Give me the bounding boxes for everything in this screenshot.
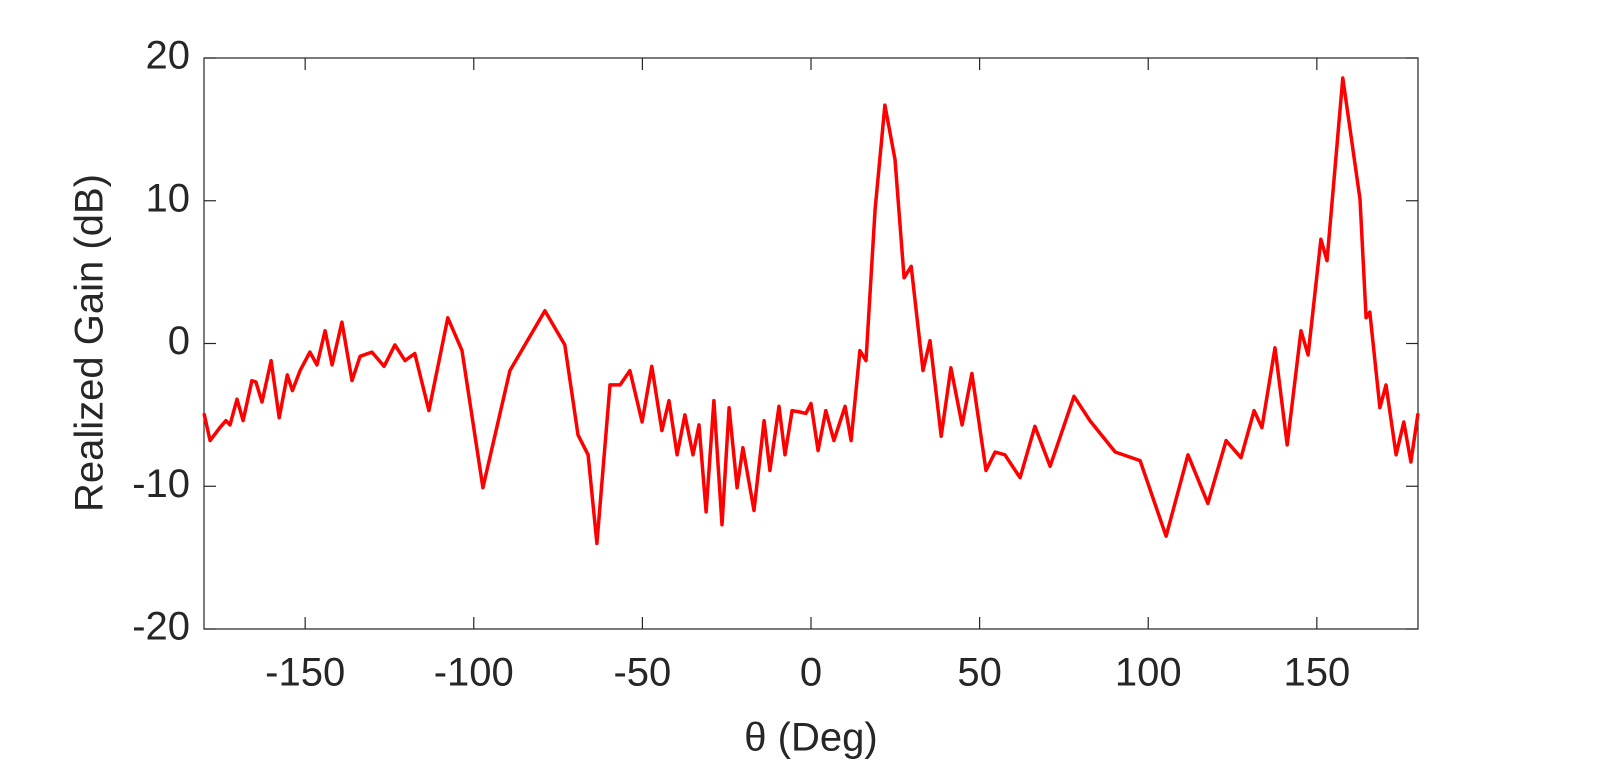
- x-tick-label: -100: [434, 651, 514, 695]
- y-tick-label: -20: [132, 605, 190, 649]
- y-tick-label: 20: [146, 34, 191, 78]
- x-tick-label: 100: [1115, 651, 1182, 695]
- x-tick-label: 50: [957, 651, 1002, 695]
- x-tick-label: 0: [800, 651, 822, 695]
- x-tick-label: -150: [265, 651, 345, 695]
- x-axis-label: θ (Deg): [744, 716, 877, 760]
- plot-frame: [203, 57, 1419, 630]
- y-tick-label: -10: [132, 462, 190, 506]
- y-axis-label: Realized Gain (dB): [68, 174, 112, 512]
- x-tick-label: -50: [613, 651, 671, 695]
- y-tick-label: 0: [168, 319, 190, 363]
- y-tick-label: 10: [146, 176, 191, 220]
- x-tick-label: 150: [1283, 651, 1350, 695]
- data-line: [202, 76, 1420, 546]
